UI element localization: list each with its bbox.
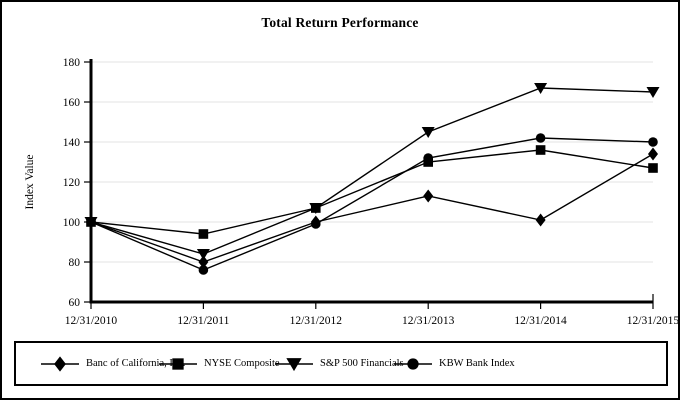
legend-box: Banc of California, Inc. NYSE Composite S&… — [14, 341, 668, 386]
svg-text:100: 100 — [63, 217, 81, 229]
svg-text:12/31/2012: 12/31/2012 — [290, 315, 343, 327]
legend-label: KBW Bank Index — [439, 358, 515, 369]
series-nyse-composite — [86, 145, 658, 239]
svg-text:12/31/2014: 12/31/2014 — [514, 315, 567, 327]
square-marker-icon — [159, 357, 197, 370]
legend-item-s-p-500-financials: S&P 500 Financials — [275, 355, 404, 373]
x-axis-labels: 12/31/2010 12/31/2011 12/31/2012 12/31/2013… — [65, 315, 680, 327]
svg-text:12/31/2010: 12/31/2010 — [65, 315, 118, 327]
legend-item-kbw-bank-index: KBW Bank Index — [394, 355, 515, 373]
svg-text:12/31/2011: 12/31/2011 — [177, 315, 229, 327]
legend-label: S&P 500 Financials — [320, 358, 404, 369]
circle-marker-icon — [394, 357, 432, 370]
svg-text:140: 140 — [63, 137, 81, 149]
legend-label: NYSE Composite — [204, 358, 280, 369]
svg-text:180: 180 — [63, 57, 81, 69]
gridlines — [91, 61, 653, 263]
svg-text:160: 160 — [63, 97, 81, 109]
y-axis-labels: 60 80 100 120 140 160 180 — [63, 57, 81, 309]
legend-item-nyse-composite: NYSE Composite — [159, 355, 280, 373]
y-axis-title: Index Value — [24, 154, 36, 209]
axes — [84, 59, 654, 309]
chart-title: Total Return Performance — [261, 15, 419, 30]
svg-text:12/31/2015: 12/31/2015 — [627, 315, 680, 327]
svg-text:80: 80 — [69, 257, 81, 269]
series-banc-of-california-inc — [86, 147, 658, 269]
legend-item-banc-of-california-inc: Banc of California, Inc. — [41, 355, 185, 373]
svg-text:60: 60 — [69, 297, 81, 309]
legend-label: Banc of California, Inc. — [86, 358, 186, 369]
series-s-p-500-financials — [84, 83, 660, 260]
svg-text:12/31/2013: 12/31/2013 — [402, 315, 455, 327]
triangle-down-marker-icon — [275, 357, 313, 371]
svg-text:120: 120 — [63, 177, 81, 189]
diamond-marker-icon — [41, 355, 79, 372]
